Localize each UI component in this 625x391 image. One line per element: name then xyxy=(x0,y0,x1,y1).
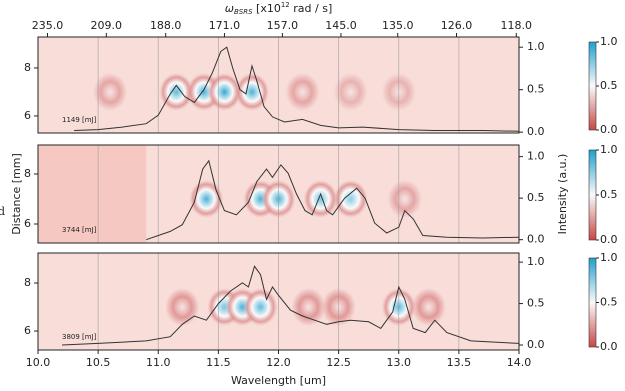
chart: d 6 8 0.0 0.5 1.0 1149 [mJ] 0.0 0.5 1.0 235.0 209.… xyxy=(0,0,625,391)
colorbar-tick-label: 0.5 xyxy=(600,188,618,201)
colorbar-tick-label: 1.0 xyxy=(600,251,618,264)
hotspot xyxy=(165,288,199,326)
y2-tick-label: 0.0 xyxy=(527,338,545,351)
hotspot xyxy=(388,180,422,218)
x-tick-label: 13.5 xyxy=(447,356,472,369)
colorbar-tick-label: 0.0 xyxy=(600,123,618,136)
y2-axis-label: Intensity (a.u.) xyxy=(556,154,569,235)
colorbar-tick-label: 0.0 xyxy=(600,233,618,246)
colorbar-tick-label: 1.0 xyxy=(600,35,618,48)
energy-annotation: 1149 [mJ] xyxy=(62,116,97,124)
plot-area xyxy=(38,145,519,243)
plot-area xyxy=(38,253,519,350)
y-tick-label: 6 xyxy=(24,109,31,122)
x2-label-part: 12 xyxy=(281,1,290,9)
y-axis-label: Distance [mm] xyxy=(10,153,23,235)
x2-label-part: rad / s] xyxy=(290,2,332,15)
y2-tick-label: 0.5 xyxy=(527,191,545,204)
y2-tick-label: 0.5 xyxy=(527,297,545,310)
x2-tick-label: 209.0 xyxy=(91,19,123,32)
y-tick-label: 8 xyxy=(24,167,31,180)
y2-tick-label: 1.0 xyxy=(527,255,545,268)
x-tick-label: 10.5 xyxy=(86,356,111,369)
colorbar-tick-label: 0.5 xyxy=(600,296,618,309)
x2-tick-label: 188.0 xyxy=(150,19,182,32)
x-tick-label: 14.0 xyxy=(507,356,532,369)
x-tick-label: 12.5 xyxy=(326,356,351,369)
hotspot xyxy=(412,288,446,326)
x2-label-part: BSRS xyxy=(234,8,253,16)
x2-axis-label: ωBSRS [x1012 rad / s] xyxy=(225,1,332,16)
colorbar-tick-label: 1.0 xyxy=(600,143,618,156)
y2-tick-label: 0.5 xyxy=(527,83,545,96)
x2-tick-label: 145.0 xyxy=(325,19,357,32)
y-tick-label: 6 xyxy=(24,324,31,337)
x2-tick-label: 135.0 xyxy=(382,19,414,32)
y-tick-label: 8 xyxy=(24,276,31,289)
margin-text: d xyxy=(0,205,5,218)
x2-tick-label: 126.0 xyxy=(441,19,473,32)
y2-tick-label: 0.0 xyxy=(527,233,545,246)
x-tick-label: 12.0 xyxy=(266,356,291,369)
y2-tick-label: 0.0 xyxy=(527,125,545,138)
x2-tick-label: 235.0 xyxy=(32,19,64,32)
x-tick-label: 11.0 xyxy=(146,356,171,369)
x-tick-label: 10.0 xyxy=(26,356,51,369)
colorbar-tick-label: 0.5 xyxy=(600,79,618,92)
y-tick-label: 8 xyxy=(24,61,31,74)
x-tick-label: 11.5 xyxy=(206,356,231,369)
x2-tick-label: 157.0 xyxy=(267,19,299,32)
colorbar xyxy=(589,150,596,240)
x-tick-label: 13.0 xyxy=(387,356,412,369)
plot-area xyxy=(38,37,519,133)
x2-tick-label: 118.0 xyxy=(501,19,533,32)
y2-tick-label: 1.0 xyxy=(527,40,545,53)
x2-tick-label: 171.0 xyxy=(209,19,241,32)
energy-annotation: 3744 [mJ] xyxy=(62,226,97,234)
x2-label-part: [x10 xyxy=(253,2,281,15)
colorbar xyxy=(589,42,596,130)
colorbar-tick-label: 0.0 xyxy=(600,340,618,353)
y-tick-label: 6 xyxy=(24,217,31,230)
energy-annotation: 3809 [mJ] xyxy=(62,333,97,341)
y2-tick-label: 1.0 xyxy=(527,150,545,163)
colorbar xyxy=(589,258,596,347)
hotspot xyxy=(243,288,277,326)
x2-label-part: ω xyxy=(225,2,234,15)
x-axis-label: Wavelength [um] xyxy=(231,374,326,387)
hotspot xyxy=(292,288,326,326)
hotspot xyxy=(286,73,320,111)
